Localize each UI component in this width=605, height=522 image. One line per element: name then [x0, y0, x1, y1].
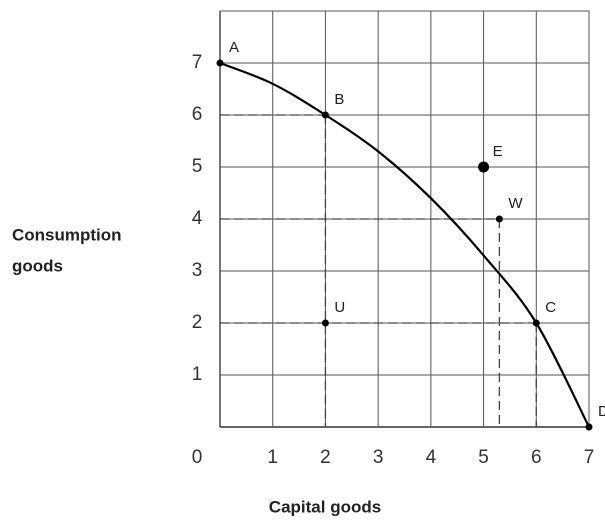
point	[585, 423, 593, 431]
y-tick-label: 6	[192, 104, 203, 125]
y-tick-label: 5	[192, 156, 203, 177]
point-label: W	[508, 195, 523, 212]
y-tick-label: 3	[192, 260, 203, 281]
point	[321, 111, 329, 119]
x-tick-label: 2	[320, 447, 331, 468]
point	[532, 319, 540, 327]
x-tick-label: 5	[478, 447, 489, 468]
point	[495, 215, 503, 223]
y-tick-label: 2	[192, 312, 203, 333]
point-label: C	[545, 299, 556, 316]
y-tick-label: 4	[192, 208, 203, 229]
point-label: D	[598, 403, 605, 420]
x-tick-label: 0	[192, 447, 203, 468]
point-label: A	[229, 39, 239, 56]
y-tick-label: 1	[192, 364, 203, 385]
point-label: U	[334, 299, 345, 316]
y-axis-label: goods	[12, 256, 63, 275]
x-tick-label: 1	[267, 447, 278, 468]
point	[321, 319, 329, 327]
y-axis-label: Consumption	[12, 225, 122, 244]
x-tick-label: 4	[426, 447, 437, 468]
y-tick-label: 7	[192, 52, 203, 73]
x-tick-label: 7	[584, 447, 595, 468]
point	[216, 59, 224, 67]
x-axis-label: Capital goods	[269, 497, 381, 516]
ppf-curve	[219, 61, 590, 428]
point-label: B	[334, 91, 344, 108]
x-tick-label: 6	[531, 447, 542, 468]
point	[478, 161, 490, 173]
x-tick-label: 3	[373, 447, 384, 468]
point-label: E	[493, 143, 503, 160]
